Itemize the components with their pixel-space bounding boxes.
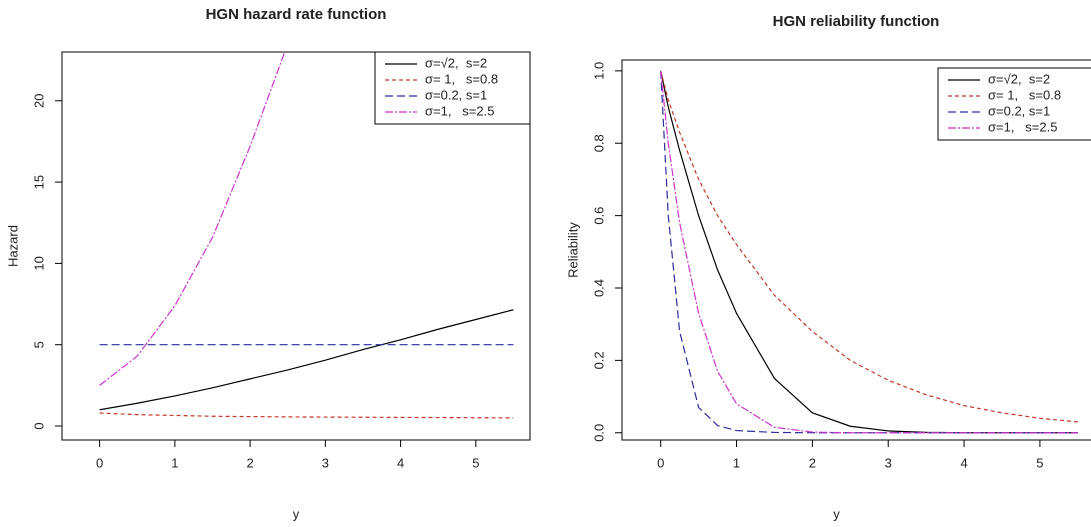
x-tick-label: 0 <box>657 455 664 470</box>
x-tick-label: 2 <box>809 455 816 470</box>
y-tick-label: 0.4 <box>591 279 606 297</box>
y-tick-label: 1.0 <box>591 62 606 80</box>
y-axis-label: Hazard <box>5 225 20 267</box>
series-line <box>660 70 1078 434</box>
legend-label: σ= 1, s=0.8 <box>425 71 498 86</box>
series-line <box>99 309 514 411</box>
legend-label: σ=1, s=2.5 <box>988 119 1057 134</box>
y-tick-label: 10 <box>31 256 46 270</box>
y-tick-label: 0 <box>31 422 46 429</box>
x-tick-label: 1 <box>171 455 178 470</box>
chart-title: HGN reliability function <box>773 13 940 30</box>
legend-label: σ=√2, s=2 <box>988 71 1050 86</box>
x-tick-label: 0 <box>96 455 103 470</box>
x-tick-label: 5 <box>1036 455 1043 470</box>
y-tick-label: 15 <box>31 175 46 189</box>
y-tick-label: 0.8 <box>591 134 606 152</box>
legend-label: σ=0.2, s=1 <box>425 87 487 102</box>
y-tick-label: 5 <box>31 341 46 348</box>
x-tick-label: 4 <box>397 455 404 470</box>
x-axis-label: y <box>833 506 840 521</box>
y-axis-label: Reliability <box>565 222 580 278</box>
y-tick-label: 0.2 <box>591 351 606 369</box>
plot-frame <box>61 51 531 441</box>
legend-label: σ=√2, s=2 <box>425 55 487 70</box>
x-tick-label: 3 <box>322 455 329 470</box>
legend-label: σ=0.2, s=1 <box>988 103 1050 118</box>
chart-title: HGN hazard rate function <box>206 6 387 23</box>
plot-frame <box>621 59 1091 441</box>
legend-label: σ= 1, s=0.8 <box>988 87 1061 102</box>
x-axis-label: y <box>293 506 300 521</box>
x-tick-label: 3 <box>885 455 892 470</box>
series-line <box>99 52 286 386</box>
x-tick-label: 5 <box>472 455 479 470</box>
series-line <box>99 412 514 419</box>
x-tick-label: 1 <box>733 455 740 470</box>
x-tick-label: 4 <box>960 455 967 470</box>
legend-label: σ=1, s=2.5 <box>425 103 494 118</box>
x-tick-label: 2 <box>246 455 253 470</box>
y-tick-label: 20 <box>31 94 46 108</box>
y-tick-label: 0.0 <box>591 424 606 442</box>
y-tick-label: 0.6 <box>591 207 606 225</box>
